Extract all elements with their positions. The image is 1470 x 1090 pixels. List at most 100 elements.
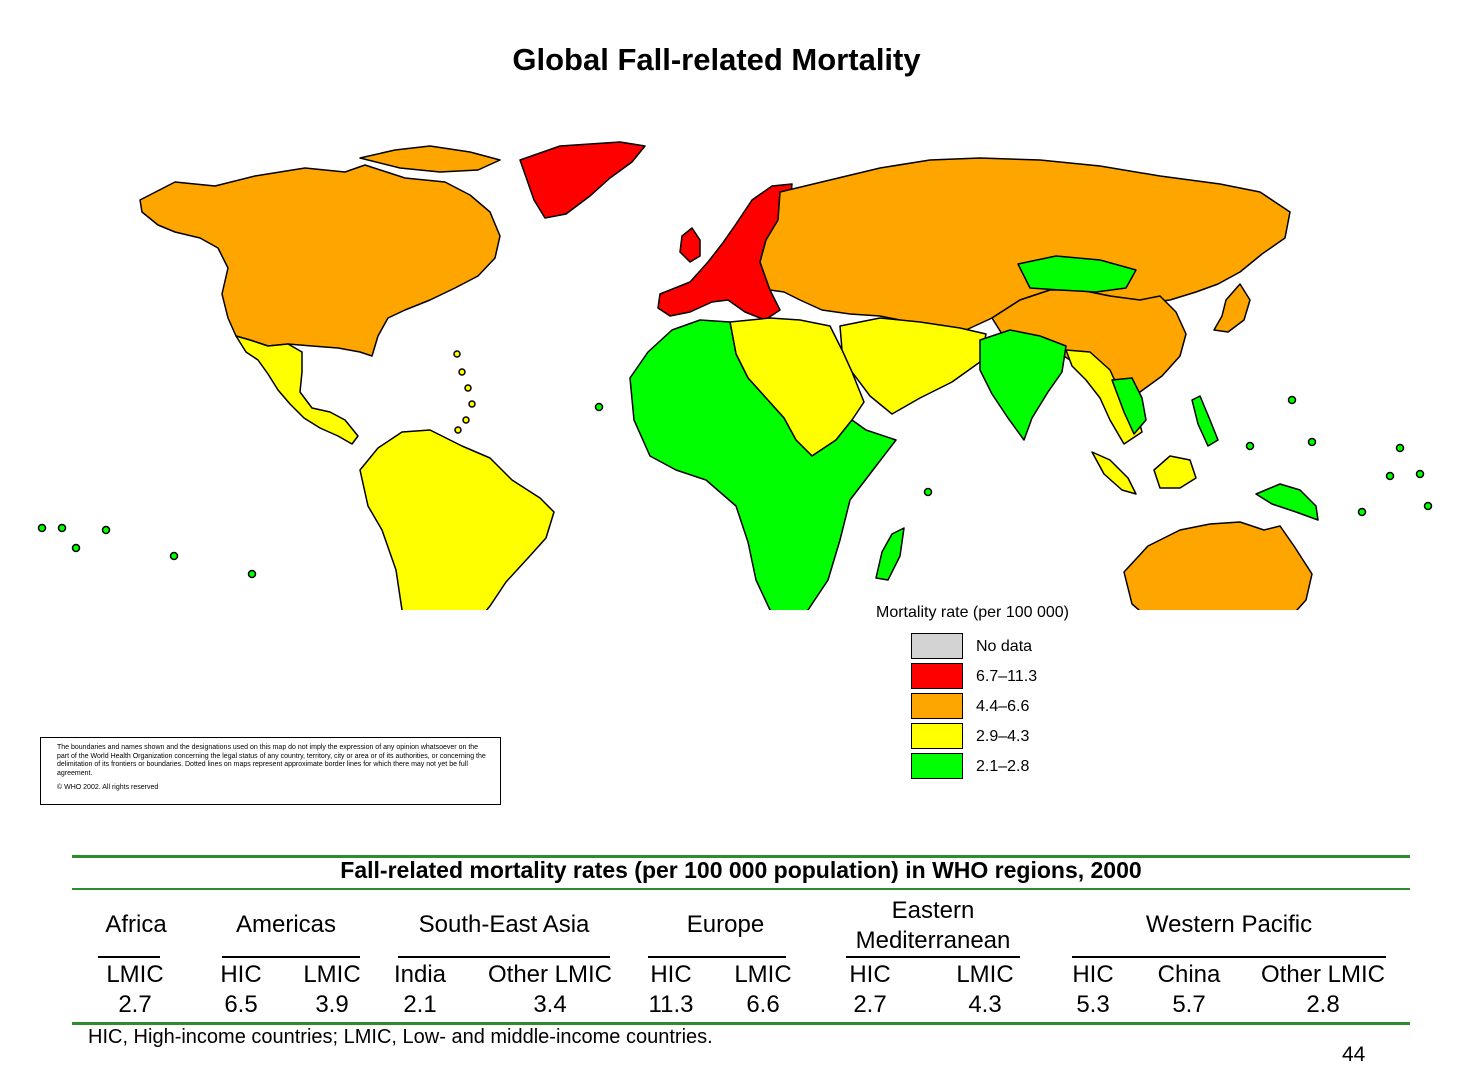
legend-swatch [911, 693, 963, 719]
column-label: LMIC [734, 961, 792, 988]
region-arctic-islands [359, 145, 501, 173]
rate-value: 5.7 [1172, 991, 1206, 1018]
island-dot [462, 416, 470, 424]
rate-value: 6.6 [746, 991, 780, 1018]
region-mongolia [1017, 255, 1137, 293]
legend-item: No data [911, 633, 1111, 661]
rate-value: 2.1 [403, 991, 437, 1018]
region-header-line: Mediterranean [855, 927, 1011, 954]
legend-swatch [911, 753, 963, 779]
region-central-america [235, 335, 359, 445]
island-dot [464, 384, 472, 392]
region-australia [1123, 521, 1313, 610]
region-madagascar [875, 527, 905, 581]
column-label: India [393, 961, 447, 988]
island-dot [1287, 395, 1297, 405]
region-underline [98, 956, 160, 958]
copyright-text: © WHO 2002. All rights reserved [57, 784, 159, 792]
disclaimer-text: The boundaries and names shown and the d… [57, 744, 486, 777]
rate-value: 2.7 [118, 991, 152, 1018]
region-borneo [1153, 455, 1197, 489]
legend-label: 6.7–11.3 [976, 668, 1038, 685]
table-header-rule [72, 888, 1410, 890]
island-dot [57, 523, 67, 533]
region-header-south-east-asia: South-East Asia [418, 911, 590, 938]
legend-label: 2.1–2.8 [976, 758, 1030, 775]
island-dot [1307, 437, 1317, 447]
rate-value: 6.5 [224, 991, 258, 1018]
region-vietnam [1111, 377, 1147, 435]
region-philippines [1191, 395, 1219, 447]
legend-item: 6.7–11.3 [911, 663, 1111, 691]
region-india [979, 329, 1067, 441]
island-dot [454, 426, 462, 434]
region-south-america [359, 429, 555, 610]
region-header-line: Eastern [891, 897, 975, 924]
region-southeast-asia [1065, 349, 1143, 445]
legend-swatch [911, 723, 963, 749]
column-label: HIC [1072, 961, 1114, 988]
page-number: 44 [1342, 1043, 1366, 1066]
legend-swatch [911, 633, 963, 659]
island-dot [37, 523, 47, 533]
column-label: Other LMIC [487, 961, 613, 988]
island-dot [1245, 441, 1255, 451]
region-papua-new-guinea [1255, 483, 1319, 521]
column-label: China [1157, 961, 1221, 988]
legend-swatch [911, 663, 963, 689]
rate-value: 3.9 [315, 991, 349, 1018]
rate-value: 5.3 [1076, 991, 1110, 1018]
world-map [37, 141, 1433, 610]
table-bottom-rule [72, 1022, 1410, 1025]
region-british-isles [679, 227, 701, 263]
region-north-america [139, 164, 501, 357]
column-label: Other LMIC [1260, 961, 1386, 988]
region-underline [222, 956, 360, 958]
island-dot [1423, 501, 1433, 511]
region-header-europe: Europe [686, 911, 765, 938]
island-dot [594, 402, 604, 412]
legend-label: No data [976, 638, 1033, 655]
rate-value: 11.3 [648, 991, 694, 1018]
region-header-americas: Americas [235, 911, 337, 938]
rate-value: 2.7 [853, 991, 887, 1018]
region-sub-saharan-africa [629, 319, 897, 610]
region-sumatra [1091, 451, 1137, 495]
island-dot [923, 487, 933, 497]
table-footnote: HIC, High-income countries; LMIC, Low- a… [88, 1026, 713, 1048]
table-top-rule [72, 855, 1410, 858]
island-dot [1395, 443, 1405, 453]
rate-value: 3.4 [533, 991, 567, 1018]
region-underline [1072, 956, 1386, 958]
island-dot [458, 368, 466, 376]
column-label: LMIC [303, 961, 361, 988]
region-underline [648, 956, 786, 958]
region-japan [1213, 283, 1251, 333]
island-dot [1415, 469, 1425, 479]
page-title: Global Fall-related Mortality [512, 42, 921, 77]
legend-item: 2.9–4.3 [911, 723, 1111, 751]
legend-item: 4.4–6.6 [911, 693, 1111, 721]
island-dot [453, 350, 461, 358]
island-dot [1357, 507, 1367, 517]
island-dot [71, 543, 81, 553]
region-greenland [519, 141, 646, 219]
island-dot [101, 525, 111, 535]
region-underline [846, 956, 1020, 958]
legend-title: Mortality rate (per 100 000) [876, 604, 1069, 621]
table-title: Fall-related mortality rates (per 100 00… [340, 857, 1142, 883]
region-underline [398, 956, 610, 958]
rate-value: 4.3 [968, 991, 1002, 1018]
column-label: HIC [650, 961, 692, 988]
region-header-eastern-mediterranean: Eastern Mediterranean [822, 896, 1044, 956]
column-label: LMIC [956, 961, 1014, 988]
legend-label: 2.9–4.3 [976, 728, 1030, 745]
region-header-western-pacific: Western Pacific [1145, 911, 1313, 938]
island-dot [247, 569, 257, 579]
island-dot [169, 551, 179, 561]
column-label: HIC [849, 961, 891, 988]
region-header-africa: Africa [105, 911, 167, 938]
legend-item: 2.1–2.8 [911, 753, 1111, 781]
map-disclaimer: The boundaries and names shown and the d… [40, 737, 501, 805]
legend-label: 4.4–6.6 [976, 698, 1030, 715]
